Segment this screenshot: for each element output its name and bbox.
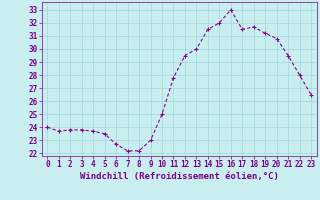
X-axis label: Windchill (Refroidissement éolien,°C): Windchill (Refroidissement éolien,°C) [80,172,279,181]
